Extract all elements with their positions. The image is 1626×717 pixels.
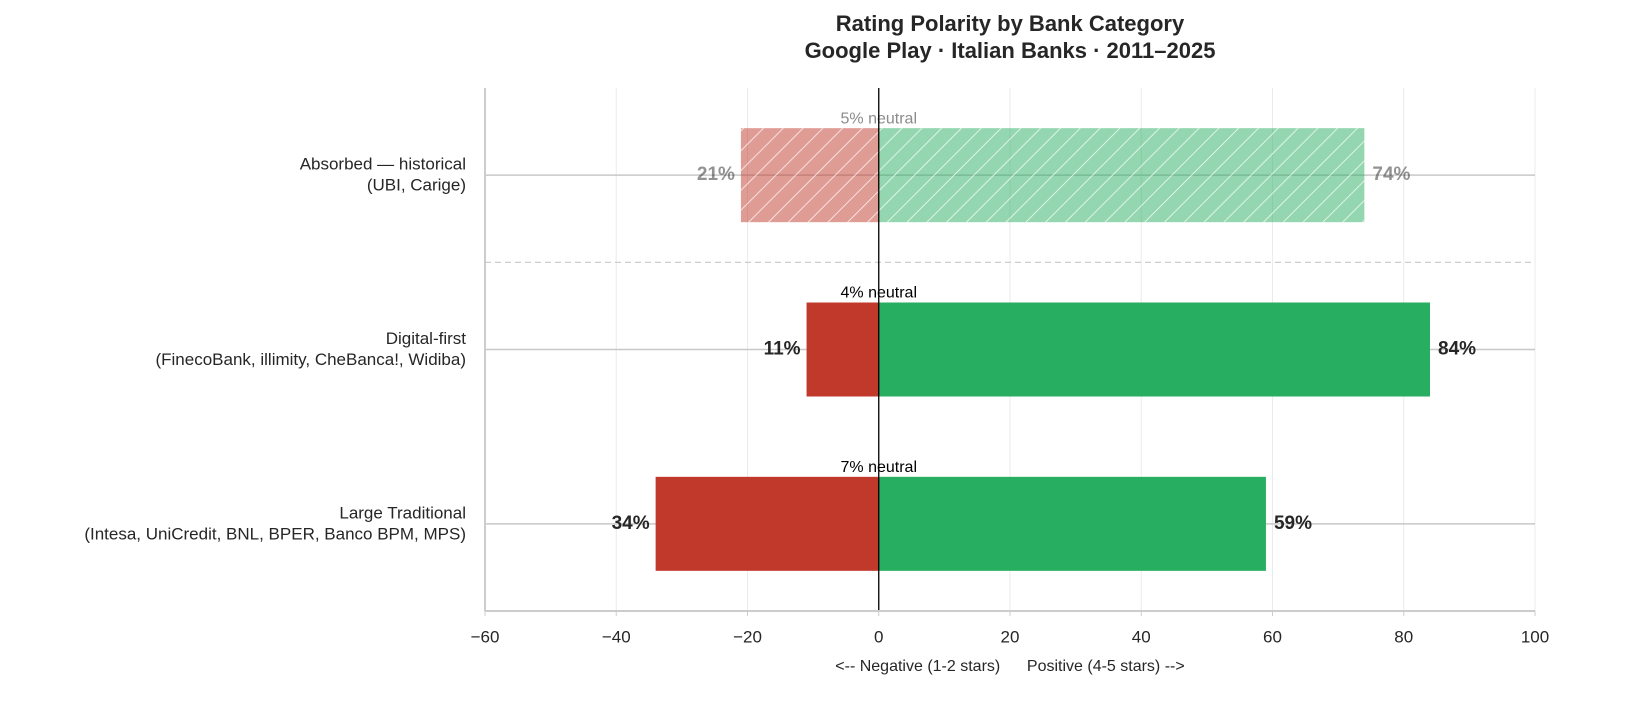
value-label: 34% [612, 513, 650, 534]
value-label: 59% [1274, 513, 1312, 534]
x-tick-label: −40 [602, 627, 631, 646]
chart-subtitle: Google Play · Italian Banks · 2011–2025 [805, 38, 1216, 63]
x-tick-label: 100 [1521, 627, 1549, 646]
x-tick-label: 40 [1132, 627, 1151, 646]
bar [655, 476, 879, 571]
value-label: 21% [697, 164, 735, 185]
x-axis-label: <-- Negative (1-2 stars) Positive (4-5 s… [835, 658, 1184, 675]
bar [806, 302, 879, 397]
x-tick-label: 80 [1394, 627, 1413, 646]
bar-hatch [740, 128, 879, 223]
y-tick-label: (Intesa, UniCredit, BNL, BPER, Banco BPM… [84, 524, 466, 543]
y-tick-label: Absorbed — historical [300, 155, 466, 174]
y-tick-label: (UBI, Carige) [367, 176, 466, 195]
y-tick-label: (FinecoBank, illimity, CheBanca!, Widiba… [155, 350, 466, 369]
x-tick-label: 0 [874, 627, 883, 646]
value-label: 84% [1438, 339, 1476, 360]
x-tick-label: −60 [471, 627, 500, 646]
bar-hatch [878, 128, 1365, 223]
y-tick-label: Digital-first [386, 329, 467, 348]
value-label: 11% [764, 339, 801, 360]
bar [878, 476, 1266, 571]
x-tick-label: 20 [1001, 627, 1020, 646]
x-tick-label: 60 [1263, 627, 1282, 646]
value-label: 74% [1372, 164, 1410, 185]
y-tick-label: Large Traditional [339, 503, 466, 522]
chart-title: Rating Polarity by Bank Category [836, 11, 1185, 36]
bar [878, 302, 1430, 397]
x-tick-label: −20 [733, 627, 762, 646]
